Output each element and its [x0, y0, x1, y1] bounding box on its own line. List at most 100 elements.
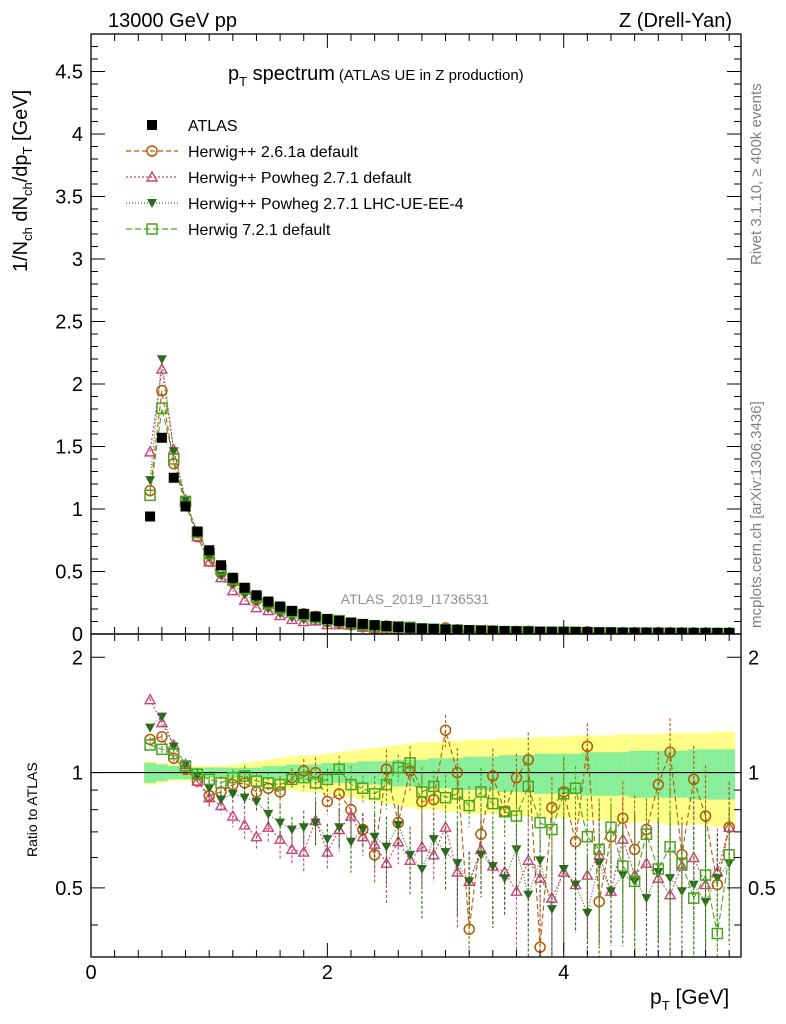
ratio-point: [439, 791, 452, 804]
ratio-y-tick-label-right: 0.5: [748, 878, 776, 900]
ratio-point: [510, 884, 523, 896]
ratio-point: [664, 746, 676, 758]
ratio-point: [179, 760, 192, 772]
ratio-point: [250, 830, 263, 842]
main-point: [143, 445, 157, 457]
ratio-series-line: [149, 744, 730, 934]
main-ylabel: 1/Nch dNch/dpT [GeV]: [10, 90, 35, 272]
ratio-point: [238, 770, 251, 782]
ratio-point: [274, 778, 286, 791]
ratio-point: [522, 780, 535, 793]
main-point: [168, 472, 179, 483]
ratio-point: [227, 789, 238, 799]
ratio-point: [202, 791, 216, 803]
main-point: [523, 626, 534, 634]
plot-title: pT spectrum (ATLAS UE in Z production): [228, 63, 524, 89]
main-point: [145, 511, 156, 522]
ratio-point: [404, 765, 416, 777]
ratio-point: [297, 771, 310, 784]
ratio-point: [640, 828, 653, 841]
ratio-point: [321, 795, 334, 808]
ratio-band-inner: [510, 755, 523, 792]
main-point: [238, 593, 251, 605]
ratio-ylabel: Ratio to ATLAS: [24, 762, 40, 857]
main-point: [405, 622, 416, 633]
ratio-point: [723, 849, 735, 861]
ratio-point: [214, 799, 228, 811]
main-point: [688, 627, 699, 634]
ratio-point: [344, 809, 358, 821]
ratio-point: [534, 816, 546, 829]
ratio-point: [168, 742, 179, 752]
ratio-point: [263, 809, 274, 819]
ratio-point: [333, 788, 345, 800]
ratio-point: [310, 818, 321, 828]
main-point: [250, 601, 263, 613]
ratio-point: [606, 887, 616, 897]
ratio-point: [286, 773, 298, 786]
main-point: [180, 496, 191, 506]
ratio-point: [652, 863, 665, 875]
ratio-point: [640, 856, 653, 868]
ratio-point: [167, 747, 180, 760]
ratio-point: [523, 890, 534, 900]
y-tick-label: 4.5: [55, 62, 83, 84]
ratio-point: [333, 763, 345, 776]
mcplots-label: mcplots.cern.ch [arXiv:1306.3436]: [748, 401, 765, 628]
ratio-point: [628, 875, 641, 888]
ratio-point: [405, 850, 416, 860]
ratio-point: [487, 862, 498, 872]
main-point: [156, 432, 167, 443]
ratio-point: [487, 797, 499, 810]
legend-marker: [147, 199, 157, 208]
legend-entry: ATLAS: [147, 118, 238, 135]
ratio-point: [250, 775, 263, 787]
ratio-point: [334, 823, 345, 833]
ratio-band-inner: [498, 755, 511, 792]
ratio-y-tick-label-right: 2: [748, 647, 759, 669]
ratio-point: [204, 784, 215, 794]
ratio-point: [393, 820, 404, 830]
main-point: [617, 627, 628, 634]
main-point: [251, 590, 262, 601]
ratio-point: [285, 842, 299, 855]
ratio-point: [641, 894, 652, 904]
main-point: [144, 489, 156, 502]
ratio-point: [535, 856, 546, 866]
ratio-point: [557, 788, 570, 800]
ratio-point: [416, 865, 427, 875]
main-point: [263, 596, 274, 607]
legend-label: Herwig++ 2.6.1a default: [188, 144, 358, 161]
legend-label: ATLAS: [188, 118, 238, 135]
ratio-point: [593, 843, 605, 856]
ratio-point: [416, 786, 428, 798]
ratio-band-inner: [723, 749, 736, 800]
ratio-series-line: [149, 699, 730, 900]
y-tick-label: 0: [72, 624, 83, 646]
main-point: [381, 621, 392, 632]
ratio-point: [463, 923, 475, 935]
main-point: [594, 627, 605, 634]
y-tick-label: 0.5: [55, 562, 83, 584]
ratio-point: [286, 825, 297, 835]
main-point: [192, 526, 203, 537]
x-tick-label: 4: [558, 962, 569, 984]
ratio-point: [143, 693, 157, 705]
ratio-point: [487, 770, 499, 782]
main-point: [145, 476, 156, 486]
ratio-band-inner: [711, 749, 724, 800]
main-point: [570, 627, 581, 634]
main-point: [216, 560, 226, 571]
ratio-band-inner: [439, 758, 452, 789]
ratio-point: [688, 880, 699, 890]
legend-entry: Herwig 7.2.1 default: [126, 222, 331, 239]
ratio-point: [368, 837, 381, 849]
ratio-point: [156, 743, 168, 756]
main-point: [156, 355, 167, 365]
ratio-point: [569, 782, 582, 795]
ratio-point: [156, 731, 168, 743]
ratio-band-inner: [616, 752, 629, 796]
ratio-point: [262, 777, 275, 789]
x-tick-label: 2: [322, 962, 333, 984]
ratio-point: [226, 809, 240, 821]
